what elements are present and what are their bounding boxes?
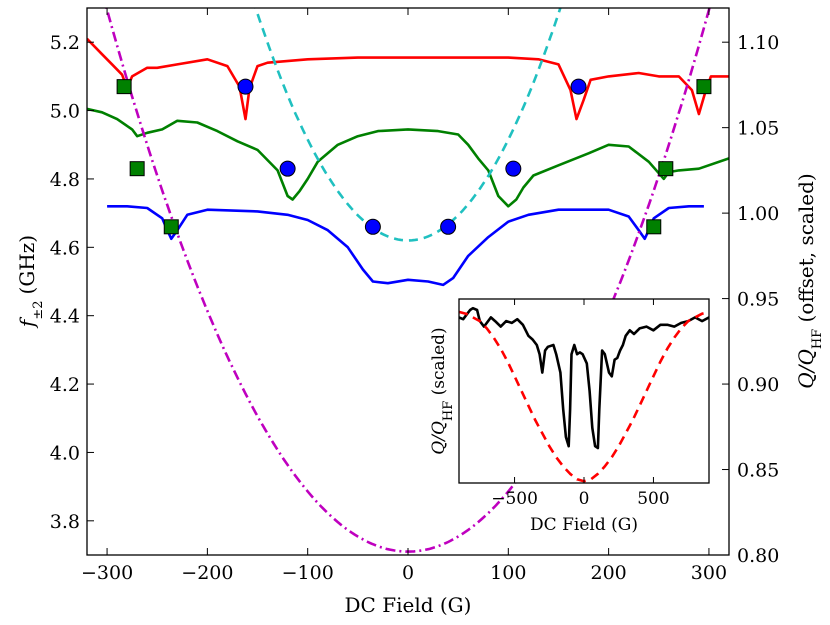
inset-x-tick-label: −500: [491, 489, 538, 509]
inset-black-measured-trace-line: [459, 306, 709, 450]
y-left-unit: (GHz): [15, 235, 39, 295]
main-ticks: −300 −200 −100 0 100 200 300 3.8 4.0 4.2 4.4 4.6 4.8…: [50, 8, 779, 584]
blue-circles-marker: [237, 78, 254, 95]
y-right-tick-label: 0.90: [737, 374, 779, 396]
y-left-subscript: ±2: [31, 300, 46, 319]
y-axis-right-label: Q/QHF (offset, scaled): [794, 173, 825, 388]
green-squares-marker: [696, 79, 712, 95]
y-right-subscript: HF: [810, 329, 825, 349]
green-squares-marker: [163, 219, 179, 235]
inset-background: [459, 299, 709, 483]
x-tick-label: 100: [490, 562, 526, 584]
green-squares-marker: [646, 219, 662, 235]
x-tick-label: −100: [282, 562, 334, 584]
x-tick-label: −200: [181, 562, 233, 584]
inset-y-main: Q/Q: [429, 421, 449, 455]
green-squares-marker: [129, 161, 145, 177]
y-right-tick-label: 1.00: [737, 203, 779, 225]
inset-y-subscript: HF: [441, 401, 456, 421]
y-right-rest: (offset, scaled): [794, 173, 818, 329]
x-tick-label: 200: [590, 562, 626, 584]
inset-ticks: −500 0 500: [491, 299, 670, 509]
y-left-tick-label: 3.8: [50, 511, 80, 533]
inset-y-rest: (scaled): [429, 327, 449, 400]
y-left-tick-label: 4.0: [50, 442, 80, 464]
green-squares-marker: [116, 79, 132, 95]
y-left-tick-label: 4.6: [50, 237, 80, 259]
y-right-tick-label: 0.85: [737, 460, 779, 482]
y-axis-left-label: f±2(GHz): [15, 235, 46, 329]
y-right-tick-label: 0.80: [737, 545, 779, 567]
red-q-qhf-trace-line: [87, 37, 729, 121]
y-left-tick-label: 4.8: [50, 169, 80, 191]
y-right-tick-label: 1.10: [737, 32, 779, 54]
y-right-main: Q/Q: [794, 349, 818, 389]
inset-y-axis-label: Q/QHF (scaled): [429, 327, 456, 454]
x-axis-label: DC Field (G): [345, 593, 472, 617]
blue-q-qhf-trace-line: [107, 205, 704, 287]
green-q-qhf-trace-line: [87, 107, 729, 208]
x-tick-label: 300: [691, 562, 727, 584]
y-right-tick-label: 0.95: [737, 289, 779, 311]
green-squares-marker: [658, 161, 674, 177]
inset-x-tick-label: 500: [637, 489, 669, 509]
blue-circles-marker: [505, 160, 522, 177]
y-right-tick-label: 1.05: [737, 118, 779, 140]
y-left-tick-label: 5.2: [50, 32, 80, 54]
y-left-tick-label: 5.0: [50, 101, 80, 123]
y-left-tick-label: 4.2: [50, 374, 80, 396]
blue-circles-marker: [279, 160, 296, 177]
blue-circles-marker: [570, 78, 587, 95]
y-left-tick-label: 4.4: [50, 306, 80, 328]
blue-circles-marker: [364, 218, 381, 235]
x-tick-label: −300: [81, 562, 133, 584]
inset-x-axis-label: DC Field (G): [530, 515, 638, 535]
inset-x-tick-label: 0: [579, 489, 590, 509]
blue-circles-marker: [440, 218, 457, 235]
x-tick-label: 0: [402, 562, 414, 584]
